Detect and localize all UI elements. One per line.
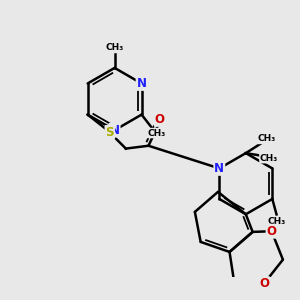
Text: O: O bbox=[155, 113, 165, 126]
Text: CH₃: CH₃ bbox=[267, 217, 286, 226]
Text: O: O bbox=[267, 225, 277, 238]
Text: N: N bbox=[136, 77, 147, 90]
Text: O: O bbox=[259, 277, 269, 290]
Text: CH₃: CH₃ bbox=[260, 154, 278, 163]
Text: N: N bbox=[214, 162, 224, 175]
Text: N: N bbox=[110, 124, 120, 137]
Text: CH₃: CH₃ bbox=[106, 43, 124, 52]
Text: S: S bbox=[106, 126, 114, 139]
Text: CH₃: CH₃ bbox=[147, 128, 165, 137]
Text: CH₃: CH₃ bbox=[258, 134, 276, 143]
